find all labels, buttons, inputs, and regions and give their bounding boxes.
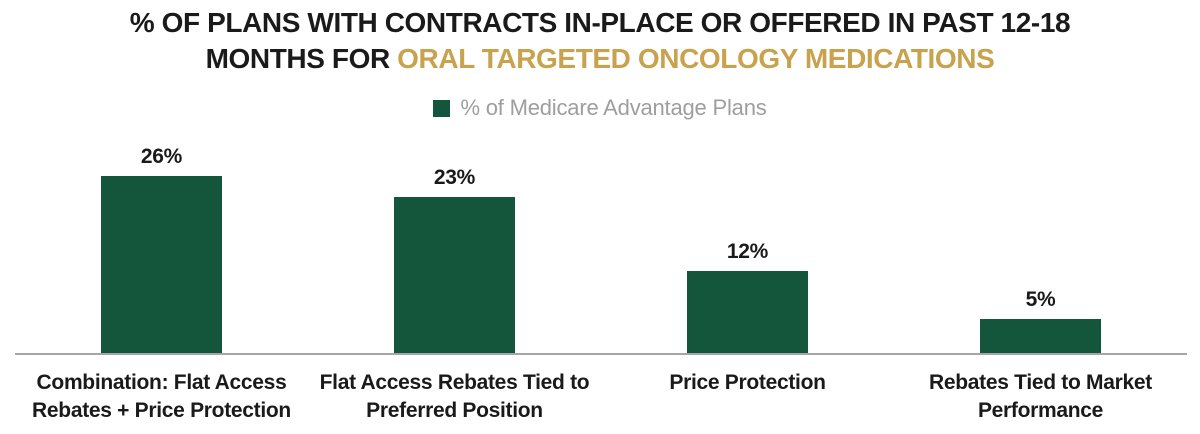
- legend-swatch-icon: [433, 99, 451, 117]
- bar: [101, 176, 222, 353]
- chart-title-line2-prefix: MONTHS FOR: [205, 43, 398, 74]
- bar-value-label: 23%: [433, 166, 476, 189]
- category-label: Rebates Tied to Market Performance: [894, 369, 1187, 425]
- category-label-line: Performance: [977, 399, 1104, 422]
- category-label-line: Price Protection: [669, 371, 826, 394]
- category-label: Price Protection: [601, 369, 894, 425]
- legend-label: % of Medicare Advantage Plans: [460, 95, 767, 120]
- bar-column: 26%: [15, 130, 308, 353]
- category-labels-row: Combination: Flat Access Rebates + Price …: [15, 369, 1187, 425]
- legend: % of Medicare Advantage Plans: [0, 95, 1200, 121]
- bar: [687, 271, 808, 353]
- bar: [980, 319, 1101, 353]
- bar-value-label: 26%: [140, 145, 183, 168]
- chart-title-line2-highlight: ORAL TARGETED ONCOLOGY MEDICATIONS: [397, 43, 995, 74]
- bar-column: 23%: [308, 130, 601, 353]
- plot-area: 26% 23% 12% 5%: [15, 130, 1187, 355]
- bar-column: 5%: [894, 130, 1187, 353]
- category-label-line: Flat Access Rebates Tied to: [319, 371, 590, 394]
- bar-value-label: 5%: [1025, 288, 1056, 311]
- bar-column: 12%: [601, 130, 894, 353]
- category-label-line: Preferred Position: [366, 399, 543, 422]
- chart-title-line2: MONTHS FOR ORAL TARGETED ONCOLOGY MEDICA…: [0, 41, 1200, 77]
- category-label-line: Combination: Flat Access: [36, 371, 287, 394]
- bar-value-label: 12%: [726, 240, 769, 263]
- chart-title-line1: % OF PLANS WITH CONTRACTS IN-PLACE OR OF…: [129, 7, 1071, 38]
- category-label: Combination: Flat Access Rebates + Price …: [15, 369, 308, 425]
- category-label-line: Rebates Tied to Market: [929, 371, 1152, 394]
- bar: [394, 197, 515, 353]
- chart-title: % OF PLANS WITH CONTRACTS IN-PLACE OR OF…: [0, 5, 1200, 77]
- category-label: Flat Access Rebates Tied to Preferred Pos…: [308, 369, 601, 425]
- category-label-line: Rebates + Price Protection: [32, 399, 291, 422]
